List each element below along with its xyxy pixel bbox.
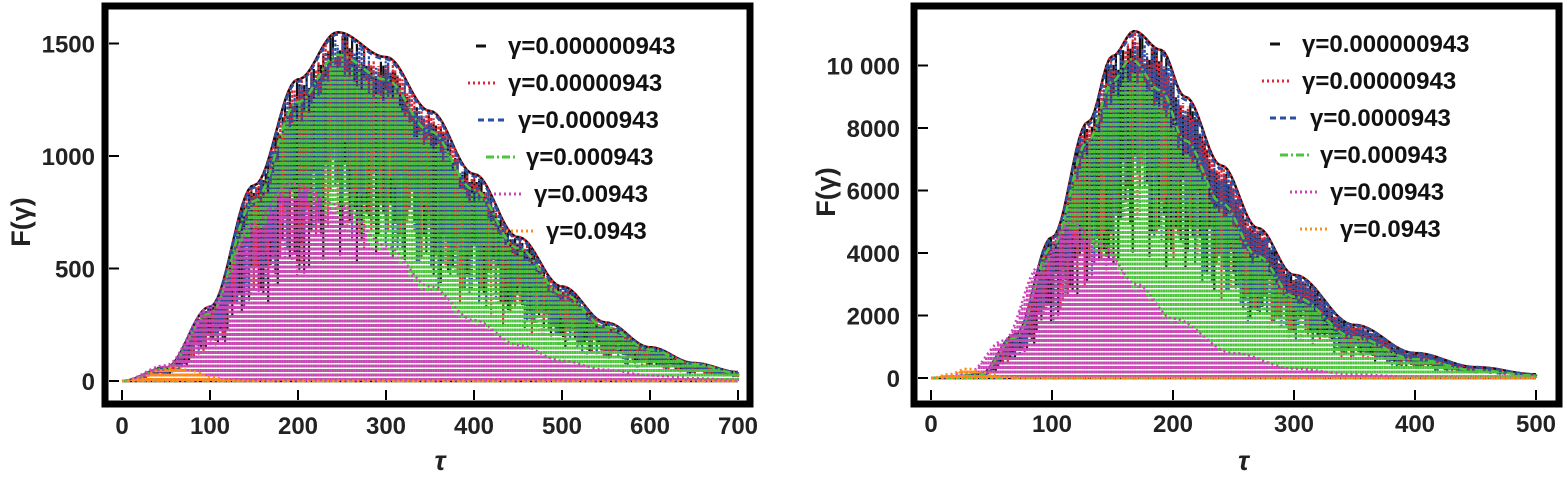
series-4-line	[121, 53, 739, 383]
series-5-oscillation	[934, 227, 1538, 378]
legend-label: γ=0.000000943	[508, 33, 676, 60]
legend-item: γ=0.0000943	[1270, 105, 1451, 132]
legend-label: γ=0.00943	[534, 181, 648, 208]
legend-item: γ=0.00943	[1290, 179, 1444, 206]
right-chart-panel: 0 100 200 300 400 500 0 2000 4000 6000 8000 10 000 τ…	[811, 2, 1563, 476]
series-3-line	[121, 33, 739, 383]
x-tick-label: 0	[924, 411, 937, 438]
x-tick-label: 500	[1516, 411, 1556, 438]
series-3-line	[931, 33, 1536, 380]
series-group	[121, 31, 740, 383]
legend-item: γ=0.00000943	[468, 70, 662, 97]
legend-item: γ=0.0943	[1300, 216, 1441, 243]
legend-item: γ=0.000000943	[476, 33, 676, 60]
x-tick-label: 200	[278, 413, 318, 440]
y-tick-label: 1500	[42, 32, 95, 59]
legend-label: γ=0.0000943	[1310, 105, 1451, 132]
legend: γ=0.000000943 γ=0.00000943 γ=0.0000943 γ=0.…	[468, 33, 676, 245]
series-6	[121, 366, 738, 383]
y-tick-label: 500	[55, 257, 95, 284]
series-group	[930, 29, 1538, 380]
x-tick-label: 500	[542, 413, 582, 440]
x-axis-label: τ	[434, 446, 447, 475]
legend-item: γ=0.0000943	[478, 107, 659, 134]
x-tick-label: 400	[454, 413, 494, 440]
x-tick-label: 300	[1274, 411, 1314, 438]
y-tick-label: 2000	[847, 304, 900, 331]
legend-label: γ=0.00943	[1330, 179, 1444, 206]
legend-label: γ=0.0000943	[518, 107, 659, 134]
y-tick-label: 8000	[847, 116, 900, 143]
x-tick-label: 100	[190, 413, 230, 440]
y-tick-label: 10 000	[827, 54, 900, 81]
y-axis-label: F(γ)	[6, 197, 36, 247]
y-tick-label: 6000	[847, 179, 900, 206]
x-tick-label: 100	[1032, 411, 1072, 438]
y-tick-label: 0	[887, 366, 900, 393]
x-tick-label: 600	[630, 413, 670, 440]
series-6	[930, 367, 1536, 380]
x-tick-label: 700	[718, 413, 758, 440]
series-6-line	[121, 366, 738, 383]
legend-label: γ=0.000000943	[1302, 31, 1470, 58]
legend-item: γ=0.000943	[1280, 142, 1447, 169]
legend-label: γ=0.00000943	[1302, 68, 1456, 95]
series-6-line	[930, 367, 1536, 380]
legend-item: γ=0.00943	[494, 181, 648, 208]
left-chart-panel: 0 100 200 300 400 500 600 700 0 500 1000 1500 τ F(γ) γ…	[6, 2, 758, 476]
legend-item: γ=0.000943	[486, 144, 653, 171]
legend-item: γ=0.0943	[506, 218, 647, 245]
x-tick-label: 300	[366, 413, 406, 440]
legend-item: γ=0.000000943	[1270, 31, 1470, 58]
legend-label: γ=0.000943	[1320, 142, 1447, 169]
x-tick-label: 400	[1395, 411, 1435, 438]
x-axis-label: τ	[1238, 446, 1251, 475]
plot-frame	[101, 2, 754, 408]
x-tick-label: 200	[1153, 411, 1193, 438]
legend-label: γ=0.000943	[526, 144, 653, 171]
legend: γ=0.000000943 γ=0.00000943 γ=0.0000943 γ=0.…	[1262, 31, 1470, 243]
series-5-line	[930, 220, 1536, 380]
y-tick-label: 4000	[847, 241, 900, 268]
y-axis-label: F(γ)	[811, 167, 841, 217]
legend-label: γ=0.00000943	[508, 70, 662, 97]
legend-label: γ=0.0943	[546, 218, 647, 245]
plot-frame	[910, 2, 1563, 408]
y-tick-label: 0	[82, 369, 95, 396]
legend-item: γ=0.00000943	[1262, 68, 1456, 95]
legend-label: γ=0.0943	[1340, 216, 1441, 243]
x-tick-label: 0	[115, 413, 128, 440]
y-tick-label: 1000	[42, 144, 95, 171]
